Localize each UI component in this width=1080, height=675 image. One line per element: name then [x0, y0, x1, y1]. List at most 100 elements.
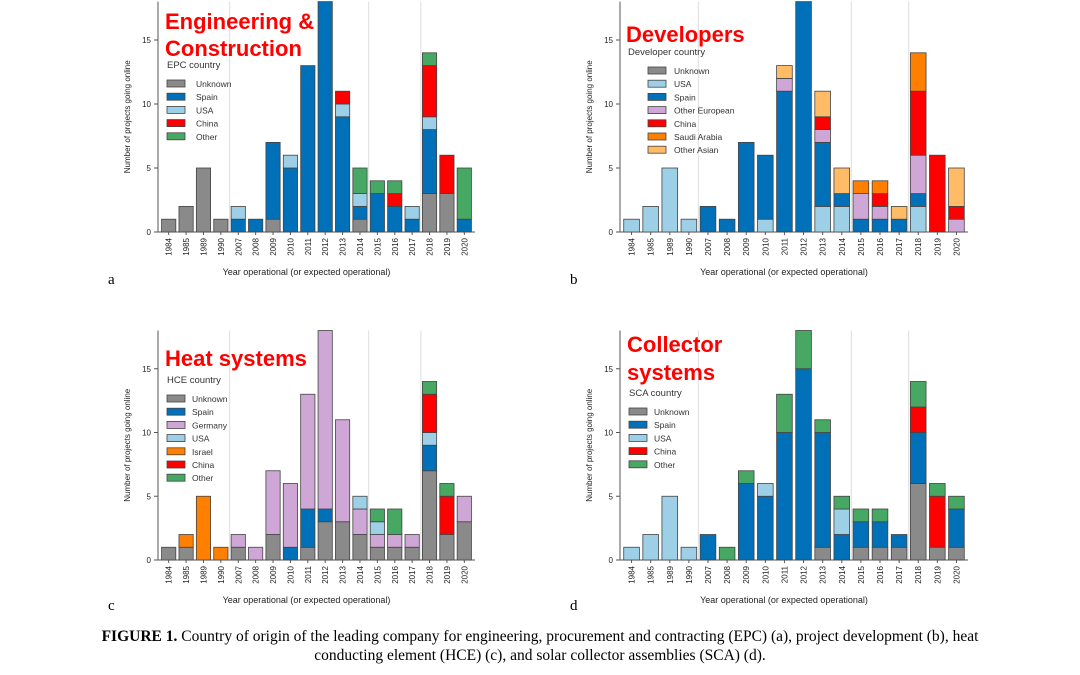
- bar-segment-china: [948, 205, 965, 220]
- y-axis-label: Number of projects going online: [585, 388, 594, 502]
- bar-segment-unknown: [178, 546, 194, 561]
- bar-segment-spain: [871, 521, 889, 548]
- legend-swatch: [166, 420, 186, 429]
- bar-segment-other-european: [852, 193, 870, 220]
- bar-segment-other: [369, 180, 385, 195]
- x-tick-label: 2010: [761, 565, 770, 583]
- bar-segment-spain: [456, 218, 472, 233]
- y-tick-label: 15: [142, 365, 151, 374]
- x-axis-label: Year operational (or expected operationa…: [700, 267, 868, 277]
- bar-segment-usa: [833, 205, 851, 233]
- bar-segment-usa: [642, 534, 659, 561]
- chart-title: Engineering &: [165, 9, 314, 34]
- legend-swatch: [647, 119, 667, 128]
- x-tick-label: 2016: [876, 237, 885, 255]
- x-tick-label: 2008: [252, 237, 261, 255]
- x-tick-label: 2017: [895, 237, 904, 255]
- x-tick-label: 2012: [800, 565, 809, 583]
- bar-segment-unknown: [195, 167, 212, 233]
- bar-segment-spain: [421, 444, 438, 472]
- y-tick-label: 10: [604, 100, 613, 109]
- x-tick-label: 2009: [742, 237, 751, 255]
- bar-segment-other: [929, 483, 946, 497]
- bar-segment-unknown: [161, 546, 177, 561]
- x-tick-label: 2014: [838, 237, 847, 255]
- x-tick-label: 2012: [800, 237, 809, 255]
- legend-title: SCA country: [629, 388, 682, 399]
- legend-entry: Other: [654, 460, 675, 470]
- bar-segment-usa: [352, 193, 368, 207]
- x-tick-label: 1989: [666, 565, 675, 583]
- y-tick-label: 5: [609, 492, 614, 501]
- bar-segment-usa: [814, 205, 831, 233]
- bar-segment-spain: [814, 432, 831, 548]
- x-tick-label: 2009: [269, 237, 278, 255]
- bar-segment-unknown: [852, 546, 870, 561]
- x-tick-label: 2014: [838, 565, 847, 583]
- bar-segment-unknown: [404, 546, 420, 561]
- bar-segment-spain: [335, 116, 351, 233]
- chart-title: Collector: [627, 332, 723, 357]
- x-tick-label: 2016: [876, 565, 885, 583]
- bar-segment-usa: [282, 154, 298, 169]
- bar-segment-unknown: [929, 546, 946, 561]
- x-tick-label: 1984: [628, 237, 637, 255]
- legend-entry: Other: [192, 473, 213, 483]
- bar-segment-unknown: [890, 546, 908, 561]
- bar-segment-china: [871, 193, 889, 207]
- panel-letter: b: [570, 272, 578, 288]
- bar-segment-spain: [909, 193, 927, 207]
- bar-segment-unknown: [335, 521, 351, 561]
- bar-segment-israel: [195, 495, 212, 561]
- x-tick-label: 1984: [165, 565, 174, 583]
- x-tick-label: 2007: [234, 237, 243, 255]
- bar-segment-germany: [369, 534, 385, 548]
- x-tick-label: 2013: [819, 565, 828, 583]
- legend-swatch: [166, 473, 186, 482]
- bar-segment-usa: [642, 205, 659, 233]
- bar-segment-spain: [852, 218, 870, 233]
- bar-segment-germany: [352, 508, 368, 535]
- x-tick-label: 2015: [857, 237, 866, 255]
- panel-letter: d: [570, 598, 578, 614]
- x-tick-label: 2015: [857, 565, 866, 583]
- bar-segment-usa: [833, 508, 851, 535]
- bar-segment-germany: [387, 534, 403, 548]
- bar-segment-other: [718, 546, 736, 561]
- bar-segment-china: [421, 65, 438, 118]
- bar-segment-unknown: [300, 546, 316, 561]
- bar-segment-spain: [699, 534, 717, 561]
- chart-panel-d: 0 5 10 15 Number of projects going online 198…: [570, 330, 968, 614]
- bar-segment-unknown: [814, 546, 831, 561]
- y-axis-label: Number of projects going online: [585, 60, 594, 174]
- bar-segment-unknown: [317, 521, 333, 561]
- x-tick-label: 2018: [426, 565, 435, 583]
- bar-segment-germany: [248, 546, 264, 561]
- x-tick-label: 2019: [443, 237, 452, 255]
- legend-swatch: [166, 434, 186, 443]
- legend-swatch: [166, 132, 186, 141]
- bar-segment-germany: [335, 419, 351, 523]
- bar-segment-germany: [300, 393, 316, 510]
- bar-segment-other-european: [871, 205, 889, 220]
- y-tick-label: 10: [142, 429, 151, 438]
- bar-segment-saudi-arabia: [871, 180, 889, 195]
- x-tick-label: 1985: [182, 565, 191, 583]
- y-tick-label: 10: [604, 429, 613, 438]
- chart-title: Developers: [626, 22, 745, 47]
- chart-panel-a: 0 5 10 15 Number of projects going online 198…: [108, 1, 475, 288]
- bar-segment-israel: [213, 546, 229, 561]
- bar-segment-spain: [814, 141, 831, 207]
- bar-segment-unknown: [230, 546, 246, 561]
- bar-segment-unknown: [948, 546, 965, 561]
- bar-segment-saudi-arabia: [852, 180, 870, 195]
- bar-segment-usa: [661, 167, 679, 233]
- bar-segment-unknown: [439, 534, 455, 561]
- bar-segment-usa: [757, 218, 774, 233]
- y-tick-label: 5: [147, 492, 152, 501]
- bar-segment-other-european: [814, 129, 831, 143]
- bar-segment-usa: [335, 103, 351, 118]
- bar-segment-spain: [387, 205, 403, 233]
- panel-letter: a: [108, 272, 115, 288]
- x-tick-label: 2009: [742, 565, 751, 583]
